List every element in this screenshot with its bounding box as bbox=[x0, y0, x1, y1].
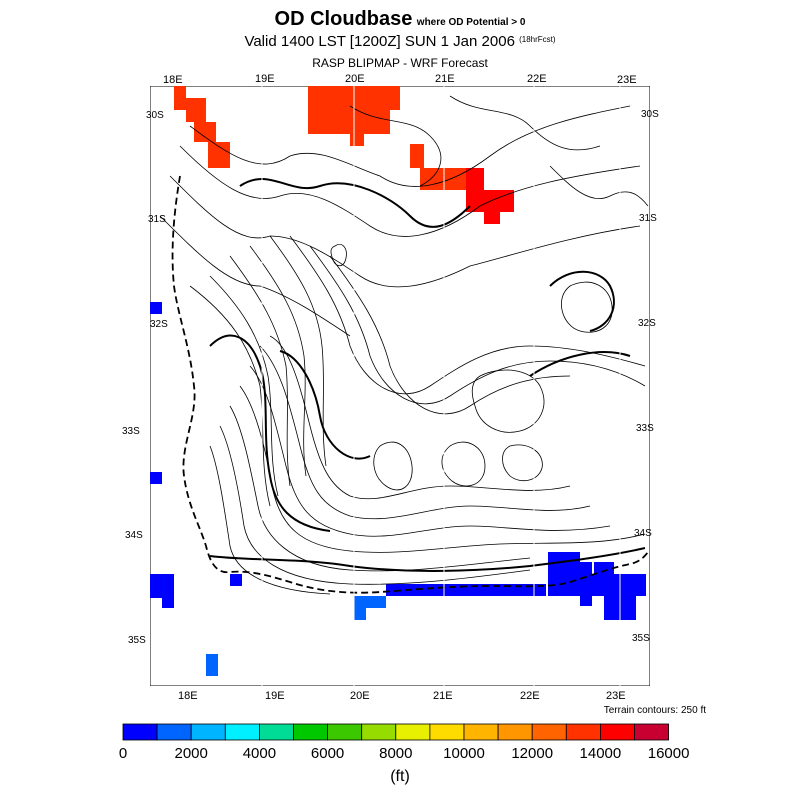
colorbar-label: 14000 bbox=[579, 745, 622, 762]
title-main: OD Cloudbase bbox=[274, 8, 413, 30]
colorbar-cell bbox=[327, 723, 363, 741]
source-line: RASP BLIPMAP - WRF Forecast bbox=[312, 56, 488, 70]
forecast-hours: (18hrFcst) bbox=[519, 35, 556, 44]
lat-left-35: 35S bbox=[128, 635, 146, 646]
lon-bottom-18: 18E bbox=[178, 690, 198, 702]
lat-left-32: 32S bbox=[150, 319, 168, 330]
colorbar-cell bbox=[293, 723, 328, 741]
colorbar-cell bbox=[429, 723, 465, 741]
lat-left-34: 34S bbox=[125, 530, 143, 541]
colorbar-label: 10000 bbox=[443, 745, 485, 762]
lon-bottom-23: 23E bbox=[606, 690, 626, 702]
lon-bottom-21: 21E bbox=[433, 690, 453, 702]
lon-top-19: 19E bbox=[255, 73, 275, 85]
lon-top-18: 18E bbox=[163, 74, 183, 86]
colorbar-cell bbox=[531, 723, 567, 741]
lon-top-21: 21E bbox=[435, 73, 455, 85]
colorbar-cell bbox=[224, 723, 260, 741]
colorbar-cell bbox=[463, 723, 499, 741]
lat-right-35: 35S bbox=[632, 633, 650, 644]
lat-right-30: 30S bbox=[641, 109, 659, 120]
colorbar-cell bbox=[156, 723, 192, 741]
grid-lines bbox=[261, 86, 621, 686]
colorbar-cell bbox=[634, 723, 669, 741]
lon-bottom-19: 19E bbox=[265, 690, 285, 702]
lat-right-32: 32S bbox=[638, 318, 656, 329]
colorbar-label: 8000 bbox=[379, 745, 413, 762]
lat-left-33: 33S bbox=[122, 426, 140, 437]
colorbar-cell bbox=[497, 723, 533, 741]
map-title: OD Cloudbase where OD Potential > 0 bbox=[0, 8, 800, 31]
coastline bbox=[171, 175, 649, 594]
colorbar-label: 2000 bbox=[174, 745, 208, 762]
valid-text: Valid 1400 LST [1200Z] SUN 1 Jan 2006 bbox=[244, 33, 515, 50]
map-panel bbox=[150, 86, 650, 686]
colorbar-cell bbox=[258, 723, 294, 741]
colorbar-cell bbox=[565, 723, 601, 741]
colorbar-cell bbox=[190, 723, 226, 741]
colorbar-label: 12000 bbox=[511, 745, 554, 762]
lat-right-33: 33S bbox=[636, 423, 654, 434]
colorbar-label: 16000 bbox=[647, 745, 690, 762]
colorbar-cell bbox=[395, 723, 431, 741]
lon-top-22: 22E bbox=[527, 73, 547, 85]
lat-left-30: 30S bbox=[146, 110, 164, 121]
bold-contours bbox=[209, 177, 646, 572]
lat-right-31: 31S bbox=[639, 213, 657, 224]
lat-right-34: 34S bbox=[634, 528, 652, 539]
lon-bottom-20: 20E bbox=[350, 690, 370, 702]
lat-left-31: 31S bbox=[148, 214, 166, 225]
colorbar-cell bbox=[122, 723, 158, 741]
valid-time: Valid 1400 LST [1200Z] SUN 1 Jan 2006 (1… bbox=[0, 33, 800, 50]
lon-top-23: 23E bbox=[617, 74, 637, 86]
colorbar-label: 6000 bbox=[310, 745, 345, 762]
terrain-note: Terrain contours: 250 ft bbox=[603, 705, 706, 716]
colorbar-unit: (ft) bbox=[390, 768, 410, 785]
colorbar-cell bbox=[600, 723, 635, 741]
colorbar-cell bbox=[361, 723, 397, 741]
colorbar-label: 4000 bbox=[242, 745, 277, 762]
lon-bottom-22: 22E bbox=[520, 690, 540, 702]
lon-top-20: 20E bbox=[345, 73, 365, 85]
colorbar-label: 0 bbox=[118, 745, 128, 762]
terrain-contours bbox=[159, 95, 649, 595]
title-condition: where OD Potential > 0 bbox=[416, 17, 526, 28]
